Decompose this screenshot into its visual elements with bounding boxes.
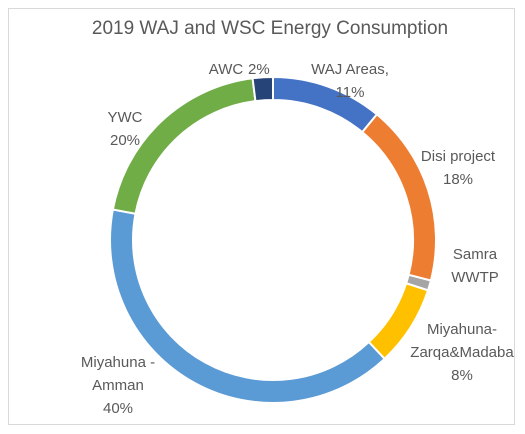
segment-label: Miyahuna-Zarqa&Madaba [410,321,514,361]
donut-segment [251,75,274,103]
value-label: 40% [103,400,133,417]
value-label: 20% [110,132,140,149]
segment-label: Miyahuna -Amman [81,354,155,394]
chart-title: 2019 WAJ and WSC Energy Consumption [92,18,448,39]
value-label: 8% [451,367,473,384]
segment-label: WAJ Areas, [311,61,389,78]
segment-label: AWC [209,61,244,78]
value-label: 11% [336,84,365,101]
segment-label: YWC [108,109,143,126]
value-label: 2% [248,61,270,78]
segment-label: Samra WWTP [451,246,498,286]
value-label: 18% [443,171,473,188]
segment-label: Disi project [421,148,496,165]
